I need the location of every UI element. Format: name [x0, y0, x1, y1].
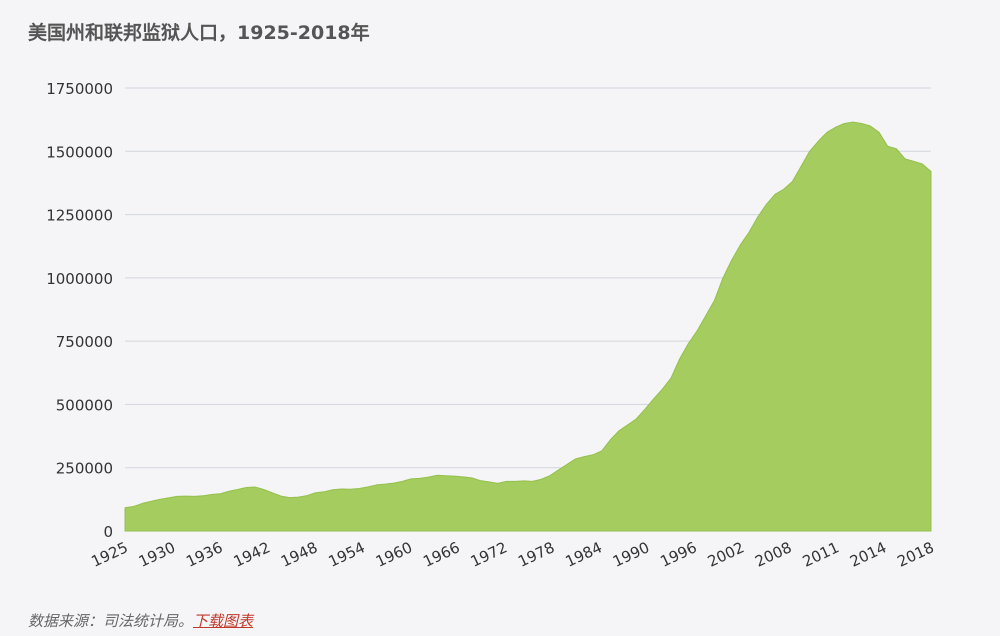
chart-title: 美国州和联邦监狱人口，1925-2018年 — [28, 22, 370, 44]
chart-footer: 数据来源：司法统计局。下载图表 — [28, 610, 253, 631]
y-tick-label: 1250000 — [46, 207, 113, 225]
x-tick-label: 2008 — [752, 538, 794, 570]
y-tick-label: 1750000 — [46, 80, 113, 98]
x-tick-label: 2011 — [800, 538, 842, 570]
x-tick-label: 2002 — [705, 538, 747, 570]
x-tick-label: 1936 — [183, 538, 225, 570]
download-chart-link[interactable]: 下载图表 — [193, 612, 254, 630]
x-tick-label: 1996 — [657, 538, 699, 570]
area-series — [124, 121, 932, 532]
x-tick-label: 1966 — [420, 538, 462, 570]
x-tick-label: 1925 — [88, 538, 130, 570]
x-tick-label: 1978 — [515, 538, 557, 570]
y-tick-label: 1000000 — [46, 270, 113, 288]
y-tick-label: 250000 — [56, 460, 113, 478]
x-tick-label: 1984 — [563, 538, 605, 570]
y-tick-label: 500000 — [56, 396, 113, 414]
y-axis: 0 250000 500000 750000 1000000 1250000 1500000… — [46, 80, 113, 541]
prison-population-area — [124, 121, 932, 532]
x-axis: 1925 1930 1936 1942 1948 1954 1960 1966 1972 1978… — [88, 538, 936, 570]
x-tick-label: 1948 — [278, 538, 320, 570]
y-tick-label: 1500000 — [46, 143, 113, 161]
x-tick-label: 2018 — [894, 538, 936, 570]
x-tick-label: 1972 — [468, 538, 510, 570]
x-tick-label: 1990 — [610, 538, 652, 570]
y-tick-label: 750000 — [56, 333, 113, 351]
x-tick-label: 1942 — [231, 538, 273, 570]
y-tick-label: 0 — [103, 523, 113, 541]
source-note: 数据来源：司法统计局。 — [28, 612, 194, 630]
x-tick-label: 1930 — [136, 538, 178, 570]
x-tick-label: 1960 — [373, 538, 415, 570]
x-tick-label: 1954 — [326, 538, 368, 570]
x-tick-label: 2014 — [847, 538, 889, 570]
